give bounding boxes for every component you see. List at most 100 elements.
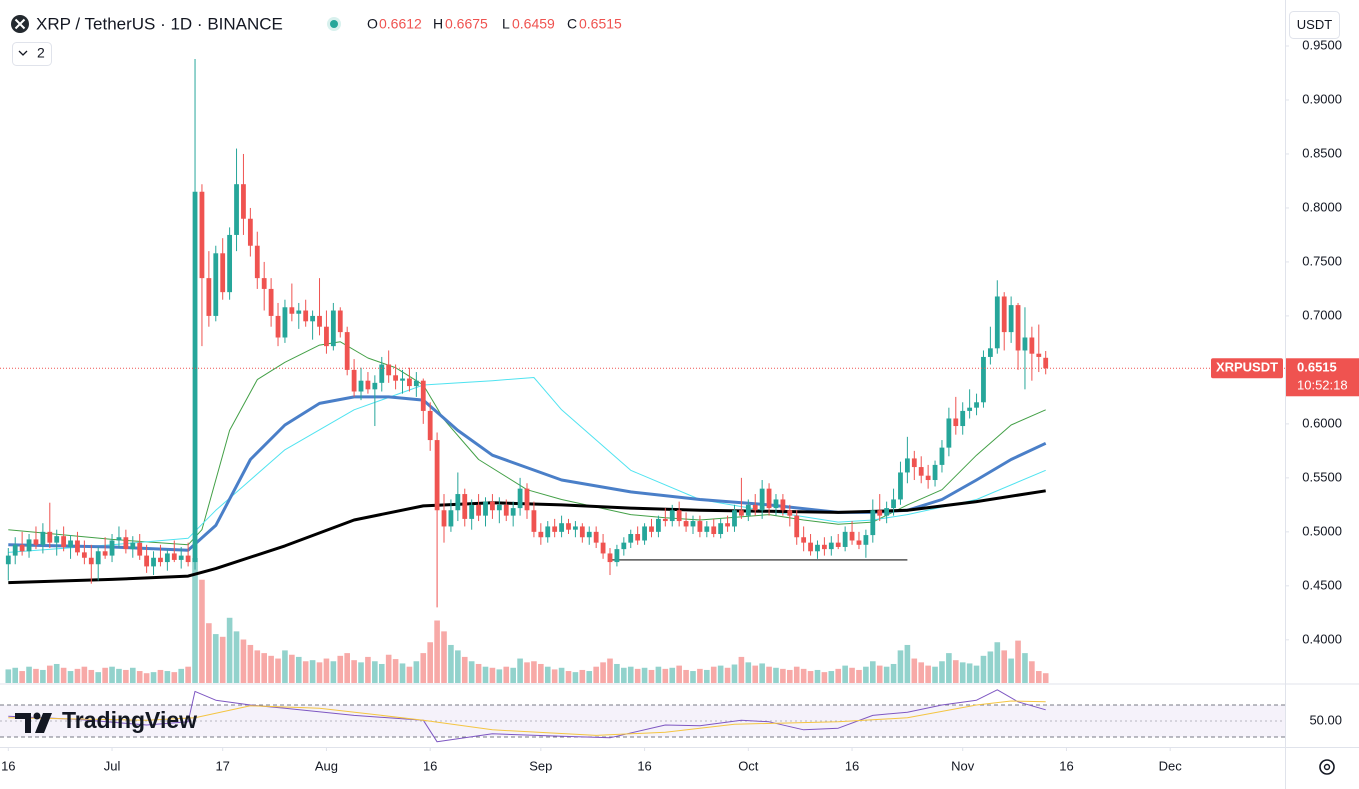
volume-bar bbox=[683, 669, 689, 683]
candle-body bbox=[718, 523, 724, 535]
candle-body bbox=[593, 531, 599, 543]
candle-body bbox=[815, 544, 820, 552]
volume-bar bbox=[752, 665, 759, 683]
candle-body bbox=[711, 526, 717, 535]
volume-bar bbox=[482, 666, 489, 683]
candle-body bbox=[559, 523, 564, 532]
volume-bar bbox=[268, 655, 274, 683]
symbol-title[interactable]: XRP / TetherUS · 1D · BINANCE bbox=[36, 14, 283, 33]
volume-bar bbox=[662, 668, 669, 683]
volume-bar bbox=[544, 666, 551, 683]
volume-bar bbox=[939, 661, 945, 683]
volume-bar bbox=[1022, 653, 1028, 683]
volume-bar bbox=[870, 661, 876, 683]
volume-bar bbox=[959, 662, 966, 683]
volume-bar bbox=[434, 620, 440, 683]
volume-bar bbox=[337, 655, 344, 683]
volume-bar bbox=[621, 667, 627, 683]
candle-body bbox=[247, 218, 253, 246]
settings-icon[interactable] bbox=[1319, 759, 1335, 775]
candle-body bbox=[1001, 296, 1007, 333]
candle-body bbox=[400, 378, 405, 381]
status-dot bbox=[330, 20, 338, 28]
candle-body bbox=[635, 534, 641, 541]
volume-bar bbox=[109, 666, 115, 683]
x-tick-label: 16 bbox=[423, 758, 437, 773]
settings-button[interactable] bbox=[1319, 759, 1335, 775]
candle-body bbox=[178, 555, 184, 560]
candle-body bbox=[47, 531, 53, 543]
volume-bar bbox=[192, 558, 198, 683]
volume-bar bbox=[807, 671, 814, 683]
candle-body bbox=[503, 504, 509, 516]
rsi-pane bbox=[0, 689, 1285, 743]
candle-body bbox=[1022, 337, 1028, 351]
volume-bar bbox=[793, 666, 800, 683]
candle-body bbox=[545, 526, 551, 538]
currency-label: USDT bbox=[1297, 17, 1332, 32]
volume-bar bbox=[302, 661, 309, 683]
volume-bar bbox=[676, 665, 682, 683]
volume-bar bbox=[1042, 673, 1049, 683]
candle-body bbox=[61, 536, 67, 547]
candle-body bbox=[669, 510, 675, 522]
y-tick-label: 50.00 bbox=[1309, 712, 1342, 727]
volume-bar bbox=[565, 671, 572, 683]
candle-body bbox=[351, 369, 357, 392]
candle-body bbox=[835, 542, 841, 547]
candle-body bbox=[448, 510, 454, 527]
candle-body bbox=[234, 184, 239, 235]
symbol-icon-glyph bbox=[14, 18, 26, 30]
candle-body bbox=[102, 551, 108, 556]
candle-body bbox=[337, 310, 343, 333]
candle-body bbox=[427, 410, 433, 441]
candle-body bbox=[690, 521, 696, 527]
candle-body bbox=[621, 542, 627, 550]
ohlc-value: 0.6515 bbox=[579, 16, 622, 32]
moving-average bbox=[8, 341, 1046, 546]
currency-button[interactable] bbox=[1289, 11, 1340, 39]
symbol-label-box bbox=[1211, 358, 1283, 379]
volume-bar bbox=[717, 665, 724, 683]
candle-body bbox=[5, 555, 11, 565]
volume-bar bbox=[946, 653, 952, 683]
candle-body bbox=[759, 488, 765, 511]
candle-body bbox=[953, 418, 959, 427]
volume-bar bbox=[503, 666, 510, 683]
candle-body bbox=[324, 326, 329, 347]
logo-mark bbox=[33, 712, 41, 720]
volume-bar bbox=[710, 666, 717, 683]
chevron-icon bbox=[18, 50, 28, 56]
volume-bar bbox=[531, 661, 537, 683]
candle-body bbox=[552, 526, 558, 532]
candle-body bbox=[455, 494, 461, 511]
volume-bar bbox=[593, 666, 599, 683]
volume-bar bbox=[461, 656, 468, 683]
candle-body bbox=[358, 380, 364, 392]
candle-body bbox=[434, 440, 440, 511]
candle-body bbox=[794, 515, 800, 538]
indicator-toggle[interactable] bbox=[12, 42, 52, 66]
candle-body bbox=[766, 488, 772, 509]
candle-body bbox=[987, 348, 993, 357]
volume-bar bbox=[586, 671, 593, 683]
volume-bar bbox=[468, 661, 475, 683]
candle-body bbox=[725, 523, 730, 527]
rsi-line bbox=[8, 700, 1046, 736]
volume-bar bbox=[773, 667, 779, 683]
volume-bar bbox=[607, 658, 613, 683]
volume-bar bbox=[641, 667, 648, 683]
y-tick-label: 0.5500 bbox=[1302, 469, 1342, 484]
candle-body bbox=[441, 510, 447, 527]
volume-bar bbox=[116, 668, 122, 683]
candle-body bbox=[607, 553, 613, 563]
volume-bar bbox=[219, 636, 226, 683]
candle-body bbox=[19, 544, 25, 552]
volume-bar bbox=[12, 667, 19, 683]
candle-body bbox=[496, 504, 502, 511]
volume-bar bbox=[164, 671, 171, 683]
candle-body bbox=[220, 253, 226, 293]
rsi-line bbox=[8, 689, 1046, 743]
symbol-label: XRPUSDT bbox=[1216, 360, 1278, 375]
